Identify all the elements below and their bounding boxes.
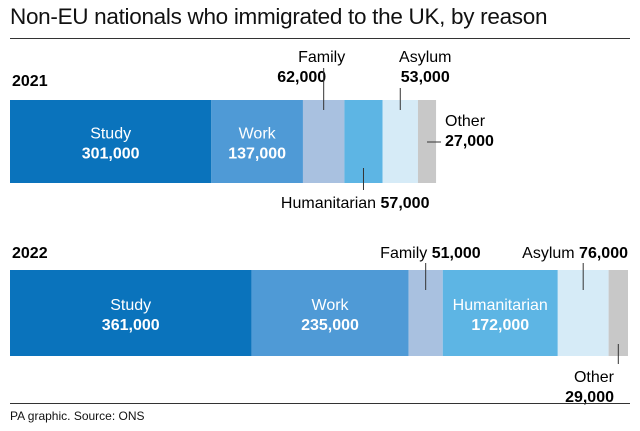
bar-study-2021 xyxy=(10,100,212,183)
chart-title: Non-EU nationals who immigrated to the U… xyxy=(10,4,548,29)
label-humanitarian-2021-group: Humanitarian 57,000 xyxy=(281,195,430,212)
bar-other-2022 xyxy=(608,270,628,356)
bottom-rule xyxy=(10,403,630,404)
label-asylum-2022-group: Asylum 76,000 xyxy=(522,245,628,262)
label-asylum-2021: Asylum xyxy=(399,49,451,66)
bar-work-2021 xyxy=(211,100,303,183)
source-note: PA graphic. Source: ONS xyxy=(10,409,145,423)
value-asylum-2021: 53,000 xyxy=(401,69,450,86)
value-study-2022: 361,000 xyxy=(102,317,160,334)
value-asylum-2022: 76,000 xyxy=(575,245,628,262)
value-family-2021: 62,000 xyxy=(277,69,326,86)
label-work-2021: Work xyxy=(239,126,277,143)
label-other-2021: Other xyxy=(445,113,486,130)
label-family-2022: Family xyxy=(380,245,427,262)
label-asylum-2022: Asylum xyxy=(522,245,574,262)
label-humanitarian-2021: Humanitarian xyxy=(281,195,376,212)
value-other-2022: 29,000 xyxy=(565,389,614,406)
value-study-2021: 301,000 xyxy=(82,146,140,163)
label-study-2022: Study xyxy=(110,297,151,314)
bar-work-2022 xyxy=(251,270,409,356)
label-family-2021: Family xyxy=(298,49,345,66)
year-label-2021: 2021 xyxy=(12,73,48,90)
value-humanitarian-2021: 57,000 xyxy=(376,195,429,212)
value-humanitarian-2022: 172,000 xyxy=(471,317,529,334)
label-work-2022: Work xyxy=(312,297,350,314)
label-other-2022: Other xyxy=(574,369,615,386)
label-study-2021: Study xyxy=(90,126,131,143)
label-humanitarian-2022: Humanitarian xyxy=(453,297,548,314)
year-label-2022: 2022 xyxy=(12,245,48,262)
bar-asylum-2021 xyxy=(382,100,418,183)
top-rule xyxy=(10,38,630,39)
bar-study-2022 xyxy=(10,270,252,356)
value-work-2022: 235,000 xyxy=(301,317,359,334)
value-family-2022: 51,000 xyxy=(427,245,480,262)
value-work-2021: 137,000 xyxy=(228,146,286,163)
value-other-2021: 27,000 xyxy=(445,133,494,150)
bar-humanitarian-2022 xyxy=(442,270,558,356)
label-family-2022-group: Family 51,000 xyxy=(380,245,481,262)
bar-family-2021 xyxy=(302,100,345,183)
